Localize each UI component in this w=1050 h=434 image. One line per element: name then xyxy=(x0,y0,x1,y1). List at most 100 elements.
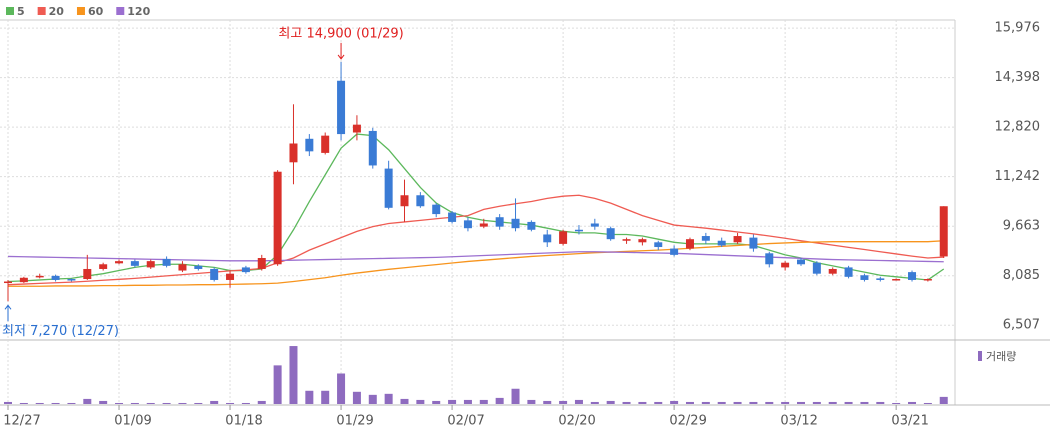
ma-line xyxy=(7,194,944,286)
volume-bar xyxy=(860,401,869,404)
candle-body xyxy=(860,275,869,280)
candle-body xyxy=(51,275,60,280)
candle-body xyxy=(384,168,393,208)
candle-body xyxy=(115,261,124,264)
legend-swatch xyxy=(6,7,14,15)
candle-body xyxy=(432,204,441,215)
y-tick-label: 11,242 xyxy=(995,169,1041,184)
volume-bar xyxy=(781,401,790,404)
volume-bar xyxy=(115,402,124,404)
volume-bar xyxy=(241,402,250,404)
x-tick-label: 03/21 xyxy=(891,414,928,429)
volume-bar xyxy=(717,401,726,404)
candle-body xyxy=(527,221,536,230)
legend-label: 120 xyxy=(127,5,150,18)
candle-body xyxy=(416,195,425,207)
y-tick-label: 15,976 xyxy=(995,21,1041,36)
candle-body xyxy=(638,239,647,243)
volume-bar xyxy=(908,401,917,404)
x-tick-label: 02/29 xyxy=(669,414,706,429)
candle-body xyxy=(765,253,774,265)
candle-body xyxy=(162,258,171,266)
x-tick-label: 03/12 xyxy=(780,414,817,429)
volume-bar xyxy=(701,401,710,404)
volume-bar xyxy=(797,401,805,404)
y-tick-label: 12,820 xyxy=(995,120,1041,135)
max-arrow xyxy=(337,42,345,60)
volume-bar xyxy=(321,390,330,404)
volume-label: 거래량 xyxy=(986,350,1016,363)
volume-bar xyxy=(257,400,266,404)
volume-bar xyxy=(685,401,694,404)
min-annotation: 최저 7,270 (12/27) xyxy=(2,324,119,339)
candle-body xyxy=(305,138,314,152)
volume-bar xyxy=(400,398,409,404)
candle-body xyxy=(257,258,266,269)
volume-bar xyxy=(432,400,441,404)
legend-swatch xyxy=(116,7,125,15)
volume-bar xyxy=(876,401,885,404)
volume-bar xyxy=(765,401,774,404)
volume-bar xyxy=(194,402,203,404)
volume-bar xyxy=(590,401,599,404)
candle-body xyxy=(67,279,76,281)
volume-bar xyxy=(99,400,108,404)
x-tick-label: 01/29 xyxy=(336,414,373,429)
y-tick-label: 14,398 xyxy=(995,70,1041,85)
legend-label: 20 xyxy=(49,5,65,18)
candle-body xyxy=(352,124,361,133)
volume-bar xyxy=(448,399,457,404)
volume-bar xyxy=(130,402,139,404)
volume-bar xyxy=(178,402,187,404)
candle-body xyxy=(543,234,552,243)
candle-body xyxy=(876,278,885,280)
volume-bar xyxy=(305,390,314,404)
candle-body xyxy=(99,264,108,269)
volume-legend-swatch xyxy=(978,351,982,361)
candle-body xyxy=(19,277,28,283)
candle-body xyxy=(685,239,694,249)
candle-body xyxy=(781,262,790,268)
x-tick-label: 01/09 xyxy=(114,414,151,429)
candle-body xyxy=(844,267,853,277)
volume-bar xyxy=(273,365,282,404)
candle-body xyxy=(701,236,710,241)
candle-body xyxy=(463,220,472,229)
candle-body xyxy=(892,279,901,281)
candle-body xyxy=(717,240,726,246)
volume-bar xyxy=(622,401,631,404)
volume-bar xyxy=(939,396,948,404)
candle-body xyxy=(35,275,44,278)
volume-bar xyxy=(574,399,583,404)
volume-bar xyxy=(559,400,568,404)
min-arrow xyxy=(4,304,12,322)
candle-body xyxy=(479,223,488,227)
volume-bar xyxy=(749,401,758,404)
candle-body xyxy=(83,268,92,280)
candle-body xyxy=(273,171,282,265)
candle-body xyxy=(321,135,330,153)
candle-body xyxy=(828,268,837,274)
volume-bar xyxy=(844,401,853,404)
candle-body xyxy=(670,248,679,255)
volume-bar xyxy=(51,402,60,404)
candle-body xyxy=(559,231,568,244)
y-tick-label: 6,507 xyxy=(1003,318,1040,333)
x-tick-label: 12/27 xyxy=(3,414,40,429)
candle-body xyxy=(939,206,948,257)
candle-body xyxy=(448,212,457,222)
candle-body xyxy=(226,273,235,280)
volume-bar xyxy=(733,401,742,404)
candle-body xyxy=(146,261,155,268)
volume-bar xyxy=(828,401,837,404)
candle-body xyxy=(368,130,377,166)
legend-swatch xyxy=(76,7,85,15)
candle-body xyxy=(733,236,742,243)
volume-bar xyxy=(19,402,28,404)
candle-body xyxy=(606,228,615,240)
candle-body xyxy=(622,239,631,241)
candle-body xyxy=(812,262,821,274)
volume-bar xyxy=(384,393,393,404)
